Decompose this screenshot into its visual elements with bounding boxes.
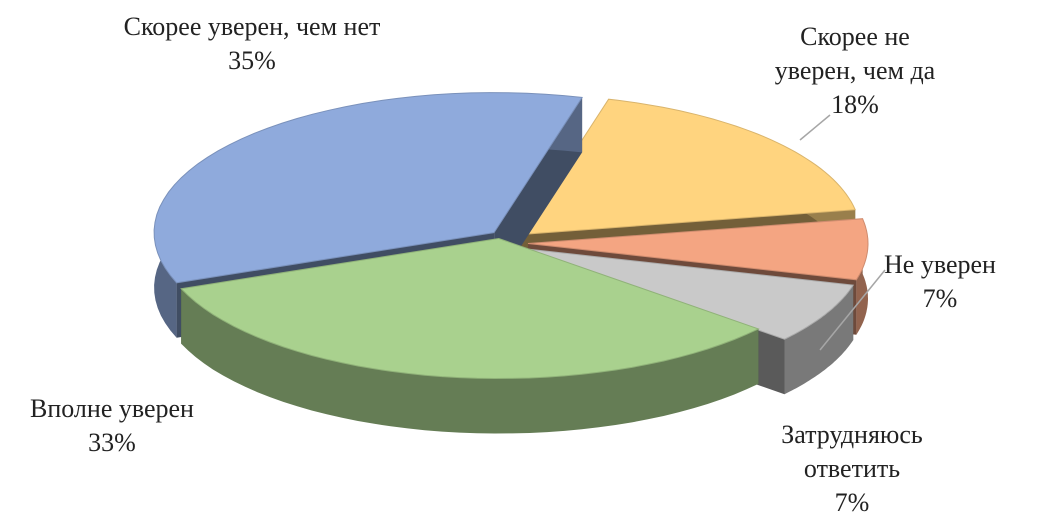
data-label: Затрудняюсь ответить 7% (752, 418, 952, 520)
leader-line (799, 114, 831, 141)
data-label: Скорее не уверен, чем да 18% (765, 20, 945, 122)
category-label: Не уверен (884, 250, 996, 279)
percent-label: 7% (922, 284, 958, 313)
slice-side (181, 288, 759, 434)
category-label: Вполне уверен (30, 394, 194, 423)
percent-label: 7% (834, 488, 870, 517)
slice (180, 237, 760, 434)
data-label: Скорее уверен, чем нет 35% (82, 10, 422, 78)
slice-side (784, 285, 854, 395)
category-label: Затрудняюсь ответить (781, 420, 923, 483)
category-label: Скорее не уверен, чем да (774, 22, 936, 85)
category-label: Скорее уверен, чем нет (123, 12, 381, 41)
slice-top (153, 92, 583, 284)
slice-top (180, 237, 760, 380)
slice-top (519, 98, 856, 236)
data-label: Не уверен 7% (875, 248, 1005, 316)
leader-line (819, 269, 886, 351)
percent-label: 18% (831, 90, 879, 119)
data-label: Вполне уверен 33% (0, 392, 227, 460)
slice-top (524, 248, 855, 340)
slice-top (527, 218, 869, 281)
percent-label: 35% (228, 46, 276, 75)
percent-label: 33% (88, 428, 136, 457)
